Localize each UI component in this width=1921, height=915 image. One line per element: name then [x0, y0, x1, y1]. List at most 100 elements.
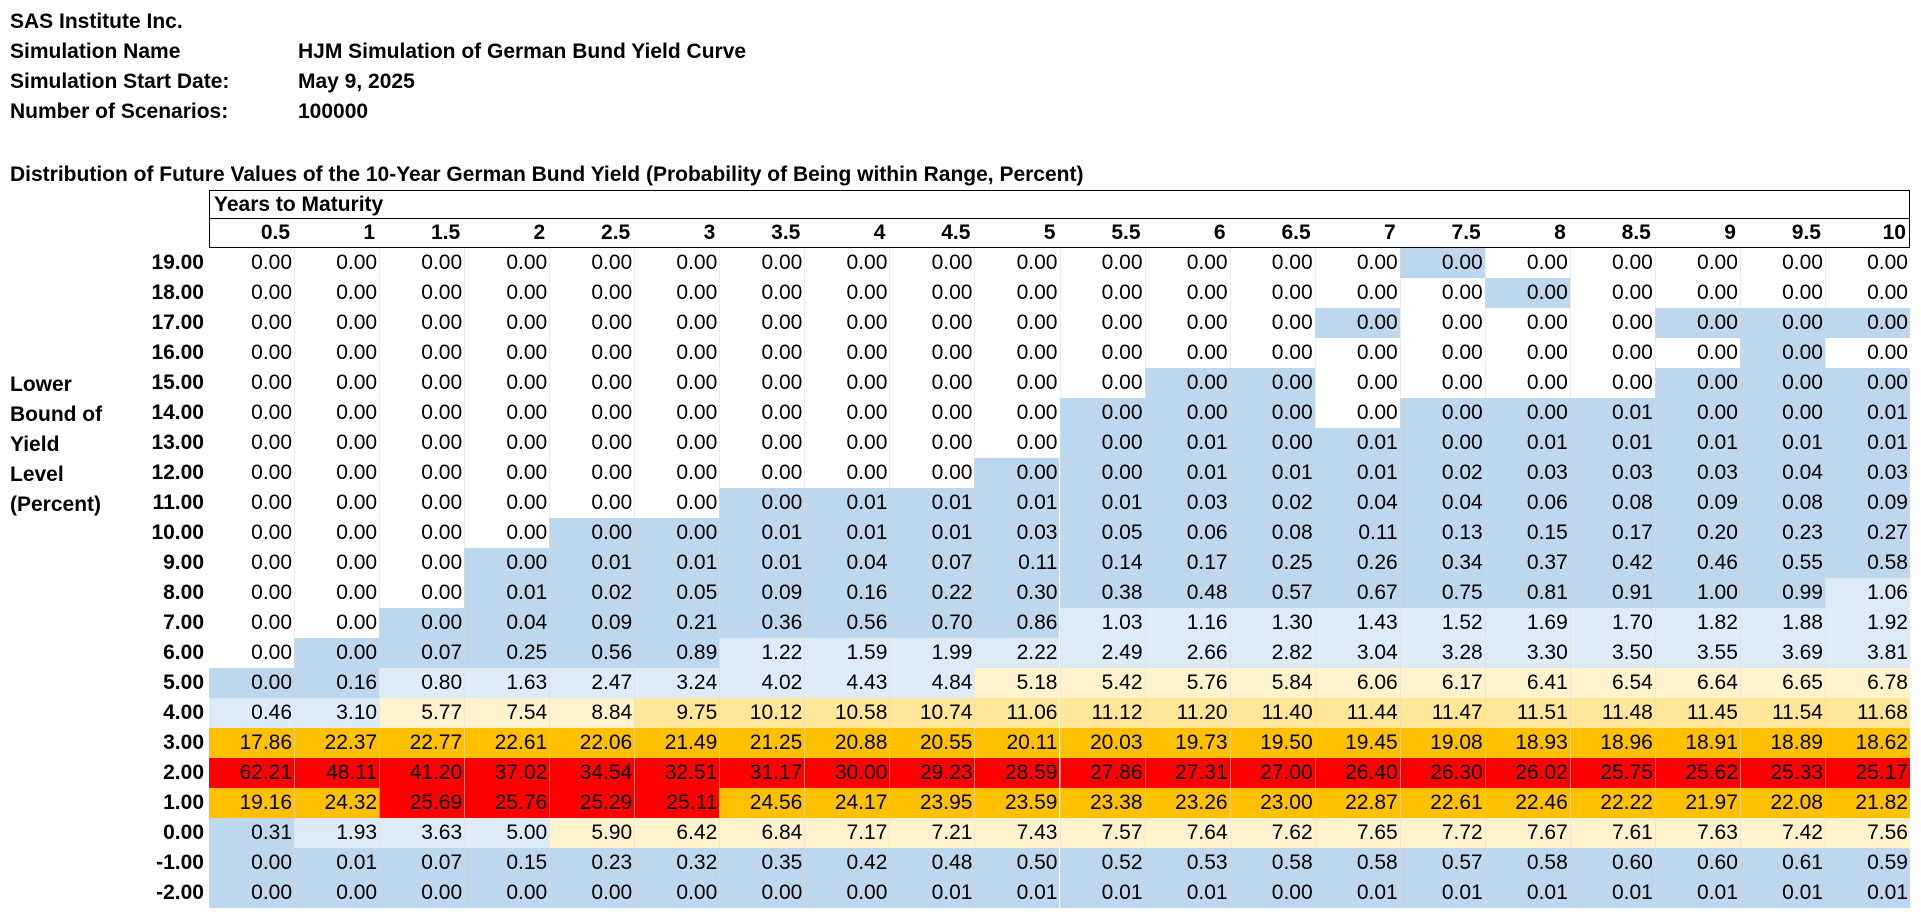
table-cell: 19.50 [1229, 728, 1315, 758]
table-cell: 0.00 [1569, 308, 1655, 338]
table-cell: 0.11 [974, 548, 1060, 578]
table-cell: 4.02 [719, 668, 805, 698]
table-cell: 27.00 [1229, 758, 1315, 788]
table-cell: 22.22 [1569, 788, 1655, 818]
table-cell: 0.57 [1229, 578, 1315, 608]
table-cell: 19.16 [209, 788, 295, 818]
table-cell: 0.00 [1739, 278, 1825, 308]
table-cell: 1.52 [1399, 608, 1485, 638]
table-cell: 0.17 [1569, 518, 1655, 548]
table-cell: 7.21 [889, 818, 975, 848]
table-cell: 2.22 [974, 638, 1060, 668]
table-cell: 0.00 [634, 428, 720, 458]
table-cell: 0.35 [719, 848, 805, 878]
table-cell: 0.00 [294, 248, 380, 278]
table-cell: 0.00 [464, 248, 550, 278]
table-cell: 0.25 [464, 638, 550, 668]
table-cell: 1.69 [1484, 608, 1570, 638]
table-cell: 0.14 [1059, 548, 1145, 578]
table-cell: 0.00 [294, 638, 380, 668]
row-label: 9.00 [163, 551, 204, 574]
table-cell: 7.17 [804, 818, 890, 848]
table-cell: 3.30 [1484, 638, 1570, 668]
table-cell: 22.61 [464, 728, 550, 758]
table-cell: 20.88 [804, 728, 890, 758]
table-cell: 0.37 [1484, 548, 1570, 578]
table-cell: 3.81 [1824, 638, 1910, 668]
table-cell: 0.16 [294, 668, 380, 698]
column-header: 6 [1213, 221, 1226, 244]
grid-line [889, 248, 890, 908]
table-cell: 0.00 [634, 308, 720, 338]
table-cell: 10.58 [804, 698, 890, 728]
table-cell: 0.00 [379, 248, 465, 278]
table-cell: 0.01 [549, 548, 635, 578]
table-cell: 0.01 [1569, 398, 1655, 428]
table-cell: 0.00 [1654, 368, 1740, 398]
column-header: 3 [703, 221, 716, 244]
table-cell: 11.12 [1059, 698, 1145, 728]
table-cell: 0.00 [209, 368, 295, 398]
table-cell: 0.00 [1399, 308, 1485, 338]
table-cell: 0.00 [719, 338, 805, 368]
table-cell: 0.03 [1484, 458, 1570, 488]
table-cell: 0.06 [1144, 518, 1230, 548]
table-cell: 2.47 [549, 668, 635, 698]
column-header: 1.5 [430, 221, 461, 244]
table-cell: 0.60 [1654, 848, 1740, 878]
table-cell: 18.89 [1739, 728, 1825, 758]
table-cell: 0.03 [1144, 488, 1230, 518]
table-cell: 0.00 [464, 278, 550, 308]
grid-line [549, 248, 550, 908]
table-cell: 0.00 [1399, 398, 1485, 428]
table-cell: 0.31 [209, 818, 295, 848]
column-header: 1 [363, 221, 376, 244]
table-cell: 3.10 [294, 698, 380, 728]
table-cell: 1.99 [889, 638, 975, 668]
table-cell: 0.00 [294, 308, 380, 338]
table-cell: 0.00 [464, 428, 550, 458]
table-cell: 0.01 [1654, 878, 1740, 908]
grid-line [379, 248, 380, 908]
table-cell: 0.00 [549, 248, 635, 278]
table-cell: 20.03 [1059, 728, 1145, 758]
table-cell: 0.01 [889, 518, 975, 548]
table-cell: 0.01 [1399, 878, 1485, 908]
table-cell: 0.00 [1569, 368, 1655, 398]
table-cell: 0.01 [634, 548, 720, 578]
table-cell: 4.43 [804, 668, 890, 698]
table-cell: 0.01 [1484, 428, 1570, 458]
table-cell: 11.48 [1569, 698, 1655, 728]
table-cell: 11.68 [1824, 698, 1910, 728]
table-cell: 0.25 [1229, 548, 1315, 578]
table-cell: 0.00 [634, 368, 720, 398]
table-cell: 1.70 [1569, 608, 1655, 638]
table-cell: 0.01 [889, 488, 975, 518]
grid-line [464, 248, 465, 908]
table-cell: 0.00 [1569, 278, 1655, 308]
table-cell: 0.01 [1569, 428, 1655, 458]
table-cell: 0.01 [719, 518, 805, 548]
table-cell: 0.00 [209, 608, 295, 638]
table-cell: 0.02 [549, 578, 635, 608]
table-cell: 0.50 [974, 848, 1060, 878]
table-cell: 0.46 [209, 698, 295, 728]
table-cell: 1.00 [1654, 578, 1740, 608]
row-label: 7.00 [163, 611, 204, 634]
table-cell: 0.00 [294, 548, 380, 578]
table-cell: 7.42 [1739, 818, 1825, 848]
table-cell: 0.00 [1314, 398, 1400, 428]
table-cell: 0.00 [549, 488, 635, 518]
table-cell: 0.58 [1314, 848, 1400, 878]
table-cell: 0.01 [974, 878, 1060, 908]
table-cell: 3.24 [634, 668, 720, 698]
column-header: 7 [1384, 221, 1396, 244]
table-cell: 0.01 [1824, 398, 1910, 428]
table-cell: 0.00 [974, 398, 1060, 428]
row-label: 8.00 [163, 581, 204, 604]
table-cell: 0.00 [974, 248, 1060, 278]
table-cell: 3.69 [1739, 638, 1825, 668]
scenarios-label: Number of Scenarios: [10, 100, 229, 123]
table-cell: 0.56 [804, 608, 890, 638]
table-cell: 0.30 [974, 578, 1060, 608]
